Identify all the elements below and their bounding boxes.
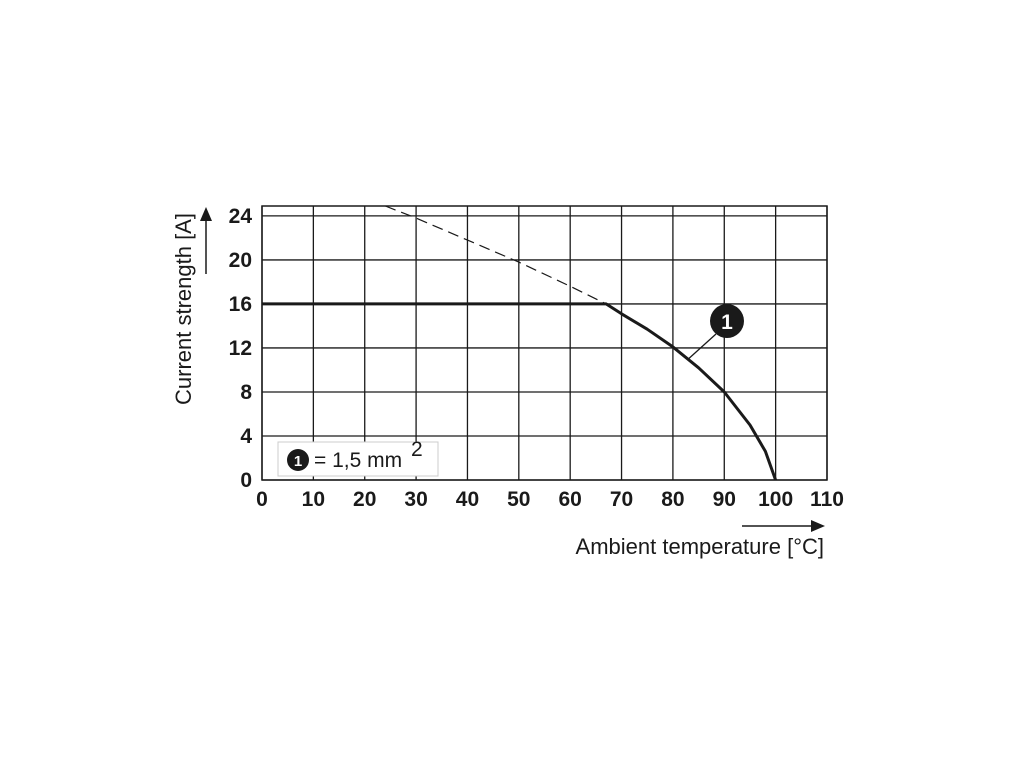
legend-marker-badge xyxy=(287,449,309,471)
y-tick-label: 8 xyxy=(240,381,252,404)
legend: 1 = 1,5 mm 2 xyxy=(277,438,439,477)
x-tick-labels: 0 10 20 30 40 50 60 70 80 90 100 110 xyxy=(256,488,844,511)
plot-border xyxy=(261,205,828,481)
y-tick-label: 16 xyxy=(229,293,252,316)
x-tick-label: 90 xyxy=(713,488,736,511)
y-tick-labels: 0 4 8 12 16 20 24 xyxy=(229,205,253,492)
y-tick-label: 0 xyxy=(240,469,252,492)
legend-text: = 1,5 mm xyxy=(314,449,402,472)
y-axis-title: Current strength [A] xyxy=(171,207,212,405)
x-tick-label: 100 xyxy=(758,488,793,511)
series-callout: 1 xyxy=(687,304,744,360)
y-axis-label: Current strength [A] xyxy=(171,213,196,405)
y-tick-label: 24 xyxy=(229,205,253,228)
series-line-solid xyxy=(262,302,778,480)
x-axis-arrow-head xyxy=(811,520,825,532)
x-axis-title: Ambient temperature [°C] xyxy=(576,520,825,559)
x-tick-label: 60 xyxy=(559,488,582,511)
x-tick-label: 30 xyxy=(404,488,427,511)
y-tick-label: 4 xyxy=(240,425,252,448)
x-tick-label: 40 xyxy=(456,488,479,511)
x-tick-label: 80 xyxy=(661,488,684,511)
legend-superscript: 2 xyxy=(411,438,423,461)
plot-frame xyxy=(261,205,828,481)
x-tick-label: 70 xyxy=(610,488,633,511)
x-axis-label: Ambient temperature [°C] xyxy=(576,534,824,559)
series-group xyxy=(262,206,778,480)
y-tick-label: 12 xyxy=(229,337,252,360)
x-tick-label: 10 xyxy=(302,488,325,511)
x-tick-label: 110 xyxy=(810,488,844,511)
callout-leader-line xyxy=(687,333,717,360)
callout-badge-label: 1 xyxy=(721,311,733,334)
x-tick-label: 50 xyxy=(507,488,530,511)
x-tick-label: 20 xyxy=(353,488,376,511)
x-tick-label: 0 xyxy=(256,488,268,511)
y-tick-label: 20 xyxy=(229,249,252,272)
callout-badge xyxy=(710,304,744,338)
legend-marker-label: 1 xyxy=(294,453,302,470)
grid xyxy=(261,206,828,481)
y-axis-arrow-head xyxy=(200,207,212,221)
series-line-dashed xyxy=(385,206,607,305)
